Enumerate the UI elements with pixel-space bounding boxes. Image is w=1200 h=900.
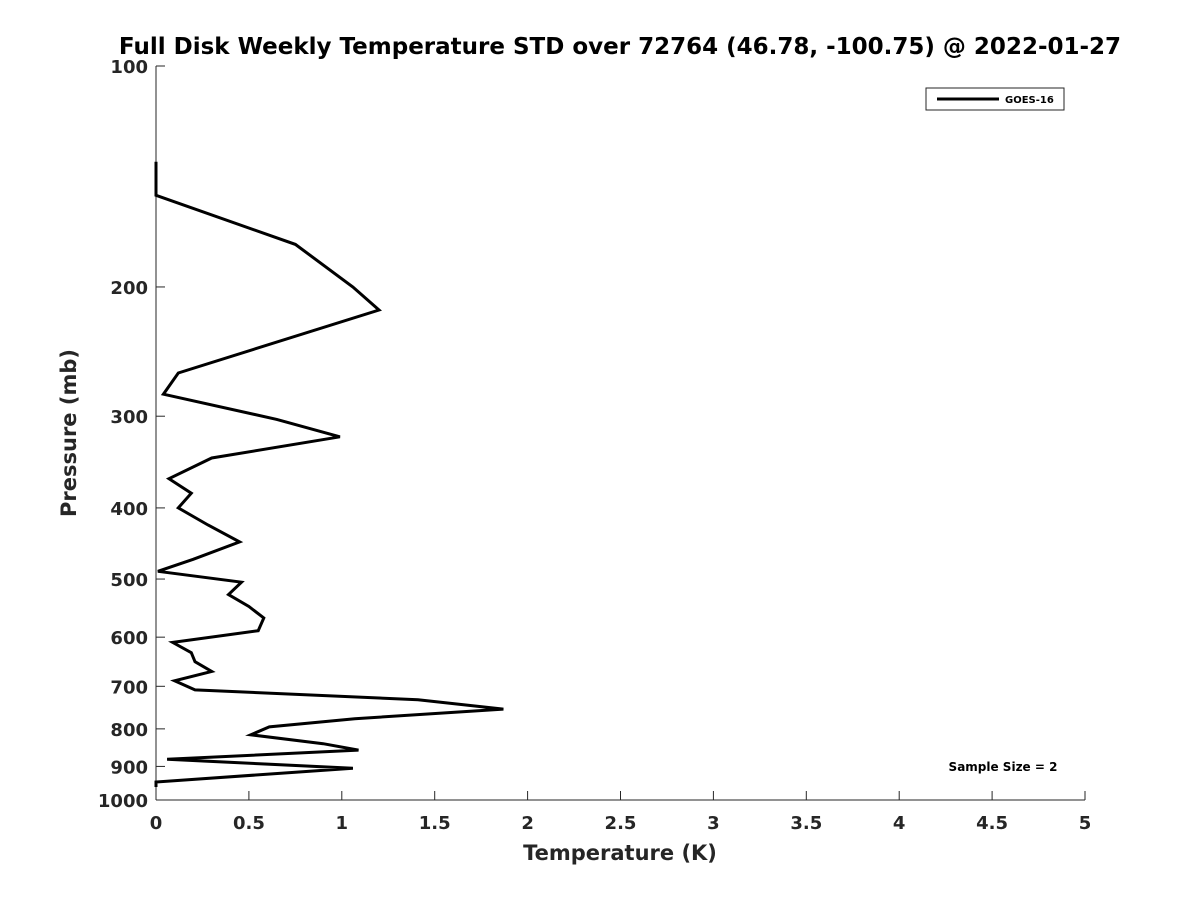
chart-title: Full Disk Weekly Temperature STD over 72…: [119, 34, 1121, 60]
x-tick-label: 3.5: [790, 813, 822, 834]
x-ticks: 0 0.5 1 1.5 2 2.5 3 3.5 4 4.5 5: [150, 791, 1092, 834]
x-tick-label: 0: [150, 813, 163, 834]
sample-size-annotation: Sample Size = 2: [949, 760, 1058, 774]
y-tick-label: 500: [110, 570, 148, 591]
series-layer: [154, 161, 504, 787]
x-tick-label: 4: [893, 813, 906, 834]
series-line-goes-16: [154, 161, 504, 787]
legend: GOES-16: [925, 87, 1065, 111]
x-tick-label: 2: [521, 813, 534, 834]
y-tick-label: 100: [110, 57, 148, 78]
y-tick-label: 800: [110, 720, 148, 741]
y-tick-label: 700: [110, 677, 148, 698]
x-tick-label: 1: [336, 813, 349, 834]
y-tick-label: 1000: [98, 791, 148, 812]
x-tick-label: 2.5: [605, 813, 637, 834]
y-tick-label: 600: [110, 628, 148, 649]
y-tick-label: 300: [110, 407, 148, 428]
y-tick-label: 200: [110, 278, 148, 299]
y-axis-label: Pressure (mb): [57, 349, 81, 517]
legend-label: GOES-16: [1005, 95, 1054, 106]
y-tick-label: 900: [110, 757, 148, 778]
y-ticks: 100 200 300 400 500 600 700 800 900 1000: [98, 57, 165, 812]
x-tick-label: 4.5: [976, 813, 1008, 834]
x-tick-label: 1.5: [419, 813, 451, 834]
x-axis-label: Temperature (K): [523, 841, 717, 865]
y-tick-label: 400: [110, 499, 148, 520]
x-tick-label: 5: [1079, 813, 1092, 834]
x-tick-label: 3: [707, 813, 720, 834]
x-tick-label: 0.5: [233, 813, 265, 834]
